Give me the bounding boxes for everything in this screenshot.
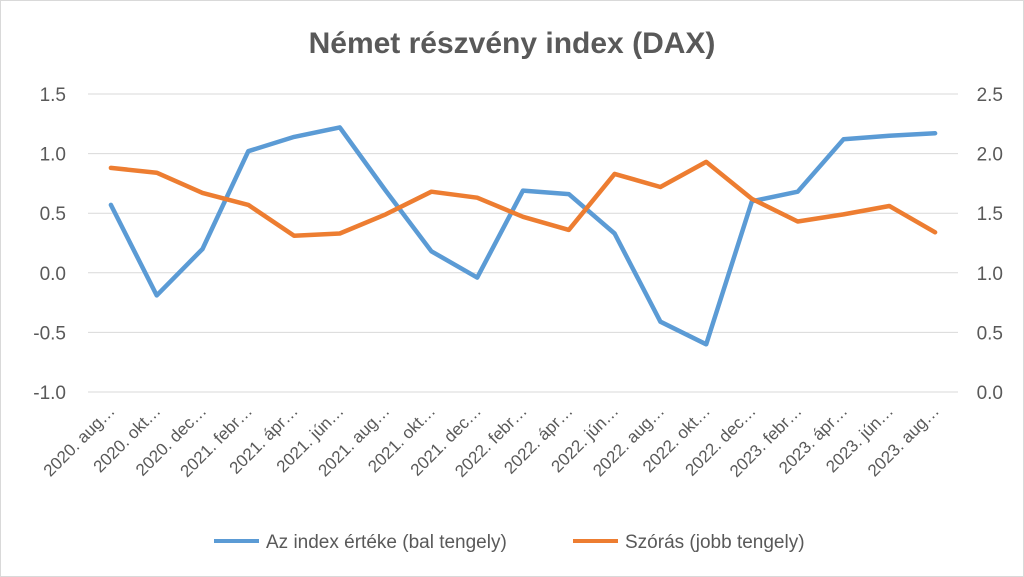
data-point [613, 231, 617, 235]
x-axis-tick-labels: 2020. aug…2020. okt…2020. dec…2021. febr… [40, 401, 943, 481]
data-point [246, 149, 250, 153]
data-point [887, 204, 891, 208]
data-point [109, 203, 113, 207]
data-point [842, 212, 846, 216]
left-axis-tick-labels: -1.0 -0.5 0.0 0.5 1.0 1.5 [33, 85, 66, 404]
gridlines [88, 93, 958, 393]
y-right-tick-label: 2.0 [977, 145, 1003, 166]
data-point [475, 196, 479, 200]
data-point [567, 192, 571, 196]
data-point [704, 160, 708, 164]
data-point [933, 230, 937, 234]
data-point [796, 190, 800, 194]
y-left-tick-label: 1.0 [40, 145, 66, 166]
data-point [475, 276, 479, 280]
legend: Az index értéke (bal tengely) Szórás (jo… [214, 532, 805, 553]
data-point [155, 293, 159, 297]
legend-label-szoras: Szórás (jobb tengely) [625, 532, 805, 553]
data-point [200, 247, 204, 251]
data-point [384, 212, 388, 216]
data-point [567, 228, 571, 232]
y-right-tick-label: 0.5 [977, 323, 1003, 344]
data-point [796, 220, 800, 224]
series-lines [108, 125, 938, 347]
data-point [338, 231, 342, 235]
data-point [429, 249, 433, 253]
data-point [155, 171, 159, 175]
y-left-tick-label: 0.0 [40, 264, 66, 285]
data-point [109, 166, 113, 170]
data-point [429, 190, 433, 194]
y-left-tick-label: -1.0 [33, 383, 66, 404]
data-point [338, 125, 342, 129]
data-point [521, 215, 525, 219]
y-left-tick-label: 0.5 [40, 204, 66, 225]
data-point [704, 342, 708, 346]
right-axis-tick-labels: 0.0 0.5 1.0 1.5 2.0 2.5 [977, 85, 1003, 404]
data-point [613, 172, 617, 176]
y-left-tick-label: 1.5 [40, 85, 66, 106]
data-point [750, 197, 754, 201]
data-point [200, 191, 204, 195]
data-point [384, 189, 388, 193]
y-left-tick-label: -0.5 [33, 323, 66, 344]
data-point [658, 185, 662, 189]
data-point [887, 134, 891, 138]
data-point [292, 135, 296, 139]
series-line-index [108, 125, 938, 347]
y-right-tick-label: 1.5 [977, 204, 1003, 225]
data-point [933, 131, 937, 135]
data-point [292, 234, 296, 238]
y-right-tick-label: 0.0 [977, 383, 1003, 404]
data-point [521, 189, 525, 193]
chart-title: Német részvény index (DAX) [309, 27, 716, 60]
data-point [842, 137, 846, 141]
y-right-tick-label: 2.5 [977, 85, 1003, 106]
data-point [658, 320, 662, 324]
data-point [246, 203, 250, 207]
legend-label-index: Az index értéke (bal tengely) [266, 532, 507, 553]
y-right-tick-label: 1.0 [977, 264, 1003, 285]
